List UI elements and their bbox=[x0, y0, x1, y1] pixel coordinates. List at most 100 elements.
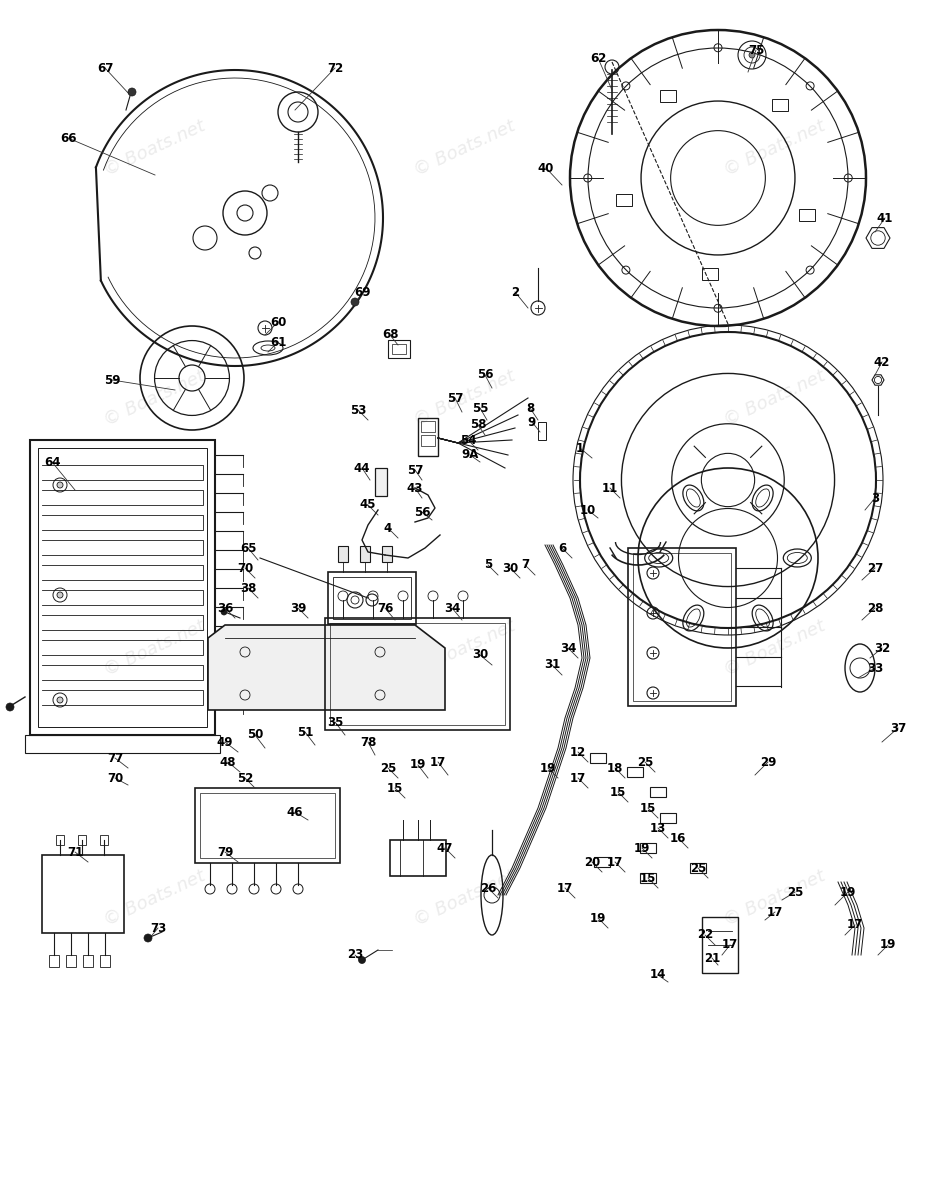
Bar bbox=[660, 814, 676, 823]
Text: 32: 32 bbox=[874, 642, 890, 654]
Text: 59: 59 bbox=[104, 373, 120, 386]
Text: 60: 60 bbox=[270, 316, 286, 329]
Bar bbox=[594, 857, 610, 866]
Text: 37: 37 bbox=[890, 721, 906, 734]
Bar bbox=[375, 468, 387, 496]
Circle shape bbox=[128, 88, 136, 96]
Bar bbox=[590, 754, 606, 763]
Text: © Boats.net: © Boats.net bbox=[101, 116, 208, 179]
Text: 2: 2 bbox=[511, 286, 519, 299]
Text: © Boats.net: © Boats.net bbox=[722, 116, 829, 179]
Text: 78: 78 bbox=[360, 736, 377, 749]
Text: 56: 56 bbox=[414, 505, 431, 518]
Text: 17: 17 bbox=[847, 918, 863, 931]
Text: 36: 36 bbox=[217, 601, 233, 614]
Text: 19: 19 bbox=[410, 758, 426, 772]
Text: 43: 43 bbox=[406, 481, 423, 494]
Text: © Boats.net: © Boats.net bbox=[101, 617, 208, 679]
Text: 27: 27 bbox=[867, 562, 883, 575]
Bar bbox=[66, 955, 76, 967]
Bar bbox=[702, 917, 738, 973]
Bar bbox=[773, 98, 789, 110]
Text: © Boats.net: © Boats.net bbox=[101, 367, 208, 430]
Polygon shape bbox=[208, 625, 445, 710]
Text: 23: 23 bbox=[347, 948, 363, 961]
Text: 19: 19 bbox=[840, 886, 857, 899]
Text: © Boats.net: © Boats.net bbox=[411, 367, 519, 430]
Text: 42: 42 bbox=[874, 355, 890, 368]
Text: 18: 18 bbox=[606, 762, 623, 774]
Text: 47: 47 bbox=[437, 841, 453, 854]
Circle shape bbox=[358, 956, 365, 964]
Text: 62: 62 bbox=[590, 52, 606, 65]
Text: 17: 17 bbox=[570, 772, 586, 785]
Text: 65: 65 bbox=[240, 541, 257, 554]
Text: 19: 19 bbox=[880, 938, 897, 952]
Text: 70: 70 bbox=[107, 772, 123, 785]
Bar bbox=[690, 863, 706, 874]
Text: 61: 61 bbox=[270, 336, 286, 348]
Text: 15: 15 bbox=[610, 786, 626, 798]
Bar bbox=[650, 787, 666, 797]
Text: 30: 30 bbox=[502, 562, 518, 575]
Text: 34: 34 bbox=[444, 601, 460, 614]
Text: 20: 20 bbox=[584, 856, 600, 869]
Bar bbox=[25, 734, 220, 754]
Text: 44: 44 bbox=[353, 462, 370, 474]
Bar bbox=[627, 767, 643, 778]
Bar bbox=[360, 546, 370, 562]
Text: 6: 6 bbox=[558, 541, 566, 554]
Text: 75: 75 bbox=[748, 43, 764, 56]
Text: 13: 13 bbox=[650, 822, 666, 834]
Text: 17: 17 bbox=[722, 938, 738, 952]
Text: 19: 19 bbox=[634, 841, 650, 854]
Text: 46: 46 bbox=[286, 805, 303, 818]
Text: 52: 52 bbox=[237, 772, 253, 785]
Text: 76: 76 bbox=[377, 601, 393, 614]
Text: 56: 56 bbox=[477, 368, 493, 382]
Bar bbox=[83, 955, 93, 967]
Text: 8: 8 bbox=[525, 402, 534, 414]
Text: 39: 39 bbox=[290, 601, 306, 614]
Text: © Boats.net: © Boats.net bbox=[101, 866, 208, 929]
Text: 41: 41 bbox=[877, 211, 893, 224]
Bar bbox=[633, 553, 731, 701]
Text: 19: 19 bbox=[539, 762, 556, 774]
Bar bbox=[78, 835, 86, 845]
Text: 55: 55 bbox=[472, 402, 488, 414]
Bar bbox=[195, 788, 340, 863]
Text: 58: 58 bbox=[470, 419, 486, 432]
Bar bbox=[56, 835, 64, 845]
Text: 53: 53 bbox=[350, 403, 366, 416]
Text: 35: 35 bbox=[326, 715, 343, 728]
Bar bbox=[702, 268, 719, 280]
Bar bbox=[628, 548, 736, 706]
Text: 21: 21 bbox=[704, 952, 720, 965]
Text: 51: 51 bbox=[297, 726, 313, 738]
Text: 30: 30 bbox=[472, 648, 488, 661]
Text: 33: 33 bbox=[867, 661, 883, 674]
Circle shape bbox=[351, 298, 359, 306]
Circle shape bbox=[749, 52, 755, 58]
Text: © Boats.net: © Boats.net bbox=[411, 116, 519, 179]
Text: 66: 66 bbox=[60, 132, 76, 144]
Bar bbox=[640, 874, 656, 883]
Text: 71: 71 bbox=[67, 846, 83, 858]
Text: 31: 31 bbox=[544, 659, 560, 672]
Bar bbox=[100, 955, 110, 967]
Text: 11: 11 bbox=[602, 481, 618, 494]
Circle shape bbox=[221, 608, 227, 614]
Bar bbox=[421, 421, 435, 432]
Bar bbox=[388, 340, 410, 358]
Text: 25: 25 bbox=[690, 862, 706, 875]
Text: 68: 68 bbox=[381, 329, 398, 342]
Text: 3: 3 bbox=[870, 492, 879, 504]
Bar bbox=[617, 194, 632, 206]
Circle shape bbox=[57, 482, 63, 488]
Text: 49: 49 bbox=[217, 736, 233, 749]
Text: 17: 17 bbox=[767, 906, 783, 918]
Bar bbox=[338, 546, 348, 562]
Text: 9: 9 bbox=[528, 415, 536, 428]
Bar bbox=[418, 418, 438, 456]
Text: © Boats.net: © Boats.net bbox=[722, 866, 829, 929]
